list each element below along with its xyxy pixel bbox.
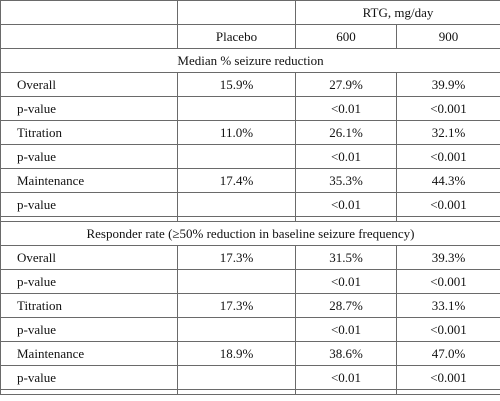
table-row: p-value <0.01 <0.001	[0, 269, 500, 294]
table-row: Overall 15.9% 27.9% 39.9%	[0, 72, 500, 97]
dose-900-cell: <0.001	[396, 365, 500, 390]
table-row: Titration 11.0% 26.1% 32.1%	[0, 120, 500, 145]
row-label: p-value	[0, 192, 178, 217]
dose-900-cell: <0.001	[396, 269, 500, 294]
dose-900-cell: <0.001	[396, 192, 500, 217]
placebo-cell: 17.4%	[177, 168, 296, 193]
dose-600-column-header: 600	[295, 24, 397, 49]
dose-600-cell: 38.6%	[295, 341, 397, 366]
placebo-cell: 17.3%	[177, 293, 296, 318]
table-row: p-value <0.01 <0.001	[0, 96, 500, 121]
dose-600-cell: <0.01	[295, 192, 397, 217]
row-label: Overall	[0, 245, 178, 270]
placebo-cell	[177, 269, 296, 294]
row-label: Maintenance	[0, 341, 178, 366]
dose-600-cell: <0.01	[295, 365, 397, 390]
spacer-cell	[396, 389, 500, 395]
row-label: Titration	[0, 293, 178, 318]
table-row: p-value <0.01 <0.001	[0, 192, 500, 217]
row-label: p-value	[0, 365, 178, 390]
row-label: Titration	[0, 120, 178, 145]
placebo-cell: 18.9%	[177, 341, 296, 366]
header-empty-cell	[0, 0, 178, 25]
spacer-cell	[295, 389, 397, 395]
header-empty-cell	[177, 0, 296, 25]
placebo-cell: 11.0%	[177, 120, 296, 145]
section-title-row: Median % seizure reduction	[0, 48, 500, 73]
table-row: p-value <0.01 <0.001	[0, 144, 500, 169]
placebo-cell	[177, 96, 296, 121]
section-title-row: Responder rate (≥50% reduction in baseli…	[0, 221, 500, 246]
dose-900-cell: 39.9%	[396, 72, 500, 97]
table-row: p-value <0.01 <0.001	[0, 365, 500, 390]
dose-group-header: RTG, mg/day	[295, 0, 500, 25]
dose-900-cell: 44.3%	[396, 168, 500, 193]
row-label: p-value	[0, 96, 178, 121]
row-label: Maintenance	[0, 168, 178, 193]
row-label: p-value	[0, 317, 178, 342]
dose-900-cell: <0.001	[396, 144, 500, 169]
placebo-cell	[177, 192, 296, 217]
spacer-cell	[0, 389, 178, 395]
dose-600-cell: <0.01	[295, 144, 397, 169]
spacer-row	[0, 389, 500, 395]
placebo-cell: 17.3%	[177, 245, 296, 270]
dose-600-cell: <0.01	[295, 317, 397, 342]
dose-600-cell: <0.01	[295, 96, 397, 121]
dose-900-cell: 33.1%	[396, 293, 500, 318]
section-title: Median % seizure reduction	[0, 48, 500, 73]
placebo-column-header: Placebo	[177, 24, 296, 49]
placebo-cell: 15.9%	[177, 72, 296, 97]
dose-900-cell: 32.1%	[396, 120, 500, 145]
dose-600-cell: 27.9%	[295, 72, 397, 97]
dose-600-cell: 35.3%	[295, 168, 397, 193]
dose-900-cell: 39.3%	[396, 245, 500, 270]
placebo-cell	[177, 317, 296, 342]
dose-900-cell: <0.001	[396, 96, 500, 121]
table-row: Overall 17.3% 31.5% 39.3%	[0, 245, 500, 270]
dose-900-cell: <0.001	[396, 317, 500, 342]
dose-600-cell: 31.5%	[295, 245, 397, 270]
table-row: Titration 17.3% 28.7% 33.1%	[0, 293, 500, 318]
header-row-columns: Placebo 600 900	[0, 24, 500, 49]
table-row: p-value <0.01 <0.001	[0, 317, 500, 342]
table-row: Maintenance 18.9% 38.6% 47.0%	[0, 341, 500, 366]
placebo-cell	[177, 144, 296, 169]
placebo-cell	[177, 365, 296, 390]
dose-600-cell: 26.1%	[295, 120, 397, 145]
row-label: p-value	[0, 269, 178, 294]
row-label: p-value	[0, 144, 178, 169]
table-row: Maintenance 17.4% 35.3% 44.3%	[0, 168, 500, 193]
section-title: Responder rate (≥50% reduction in baseli…	[0, 221, 500, 246]
dose-600-cell: 28.7%	[295, 293, 397, 318]
spacer-cell	[177, 389, 296, 395]
dose-900-cell: 47.0%	[396, 341, 500, 366]
header-empty-cell	[0, 24, 178, 49]
dose-900-column-header: 900	[396, 24, 500, 49]
dose-600-cell: <0.01	[295, 269, 397, 294]
row-label: Overall	[0, 72, 178, 97]
header-row-group: RTG, mg/day	[0, 0, 500, 25]
